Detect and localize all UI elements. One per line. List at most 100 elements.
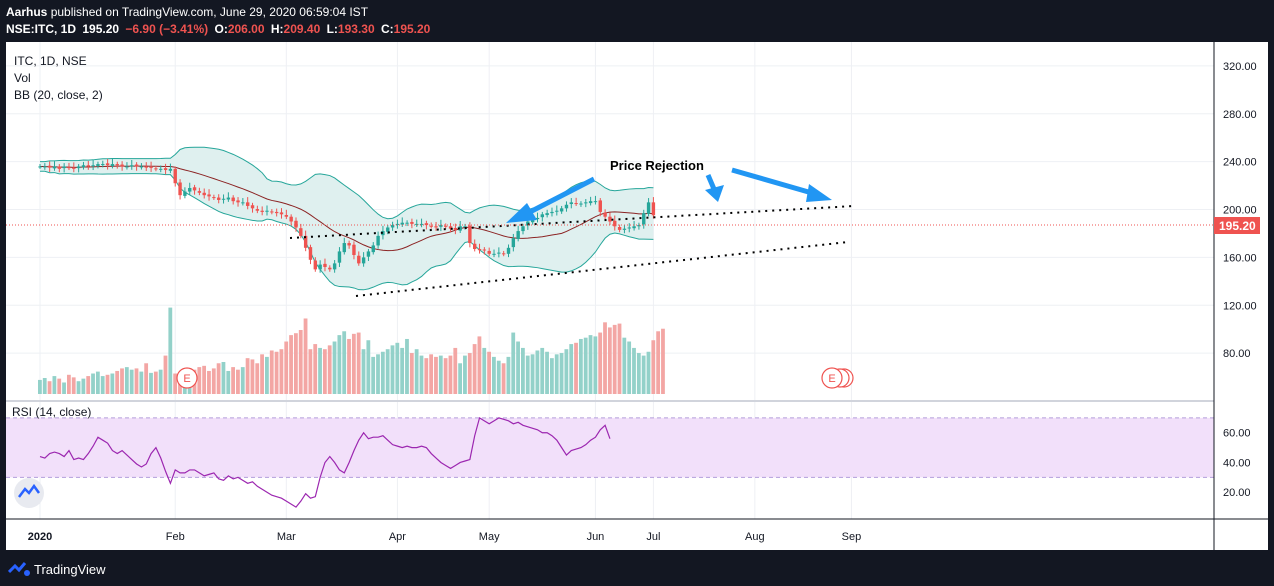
candle-body bbox=[564, 204, 569, 209]
volume-bar bbox=[207, 370, 211, 394]
candle-body bbox=[637, 225, 641, 227]
candle-body bbox=[395, 223, 400, 225]
x-tick-label: Mar bbox=[277, 531, 296, 543]
candle-body bbox=[62, 166, 66, 169]
volume-bar bbox=[38, 379, 42, 394]
volume-bar bbox=[197, 367, 202, 394]
volume-bar bbox=[298, 330, 303, 394]
bb-fill bbox=[40, 147, 654, 290]
candle-body bbox=[497, 252, 501, 254]
candle-body bbox=[482, 249, 487, 251]
rejection-arrow-3 bbox=[731, 167, 832, 202]
legend-rsi: RSI (14, close) bbox=[12, 405, 91, 419]
candle-body bbox=[444, 225, 448, 227]
volume-bar bbox=[467, 353, 472, 394]
candle-body bbox=[308, 247, 313, 260]
volume-bar bbox=[458, 363, 463, 394]
volume-bar bbox=[463, 355, 467, 394]
volume-bar bbox=[477, 336, 482, 394]
x-tick-label: May bbox=[479, 531, 500, 543]
earnings-marker bbox=[176, 367, 198, 389]
candle-body bbox=[178, 182, 182, 196]
volume-bar bbox=[545, 351, 549, 394]
candle-body bbox=[217, 197, 221, 200]
candle-body bbox=[453, 227, 458, 230]
candle-body bbox=[323, 263, 327, 267]
volume-bar bbox=[603, 322, 607, 394]
volume-bar bbox=[81, 378, 86, 394]
volume-bar bbox=[76, 381, 81, 394]
last-price: 195.20 bbox=[82, 22, 120, 36]
volume-bar bbox=[636, 353, 641, 394]
candle-body bbox=[250, 205, 255, 209]
price-tag-label: 195.20 bbox=[1219, 219, 1256, 233]
candle-body bbox=[530, 219, 535, 223]
rsi-line bbox=[39, 416, 611, 508]
price-tag: 195.20 bbox=[1214, 217, 1260, 234]
candle-body bbox=[130, 165, 134, 167]
close-value: 195.20 bbox=[393, 22, 431, 36]
price-chart[interactable]: Price Rejection E E 2020 Feb Mar Apr May Jun J… bbox=[6, 42, 1268, 550]
candle-body bbox=[303, 235, 308, 248]
candle-body bbox=[144, 166, 148, 168]
volume-bar bbox=[535, 350, 540, 394]
volume-bar bbox=[303, 318, 308, 394]
legend-vol: Vol bbox=[14, 71, 31, 85]
candle-body bbox=[86, 165, 90, 167]
volume-bar bbox=[530, 354, 535, 394]
candle-body bbox=[617, 227, 622, 230]
volume-bar bbox=[501, 363, 506, 394]
volume-bar bbox=[419, 355, 424, 394]
candle-body bbox=[381, 231, 385, 236]
candle-body bbox=[313, 260, 318, 270]
author-name[interactable]: Aarhus bbox=[6, 5, 48, 19]
open-value: 206.00 bbox=[227, 22, 265, 36]
candle-body bbox=[294, 220, 298, 228]
volume-bar bbox=[236, 369, 240, 394]
candlesticks bbox=[38, 158, 656, 273]
tradingview-logo[interactable]: TradingView bbox=[8, 560, 106, 578]
candle-body bbox=[299, 228, 303, 236]
candle-body bbox=[579, 203, 583, 205]
earnings-marker bbox=[821, 367, 843, 389]
candle-body bbox=[91, 165, 95, 167]
candle-body bbox=[511, 238, 516, 248]
ohlc-line: NSE:ITC, 1D 195.20 −6.90 (−3.41%) O:206.… bbox=[6, 22, 433, 36]
volume-bar bbox=[163, 355, 168, 394]
volume-bar bbox=[62, 382, 66, 394]
volume-bar bbox=[607, 327, 612, 394]
rsi-tick-label: 60.00 bbox=[1223, 428, 1251, 440]
chart-area[interactable]: Price Rejection E E 2020 Feb Mar Apr May Jun J… bbox=[6, 42, 1268, 550]
volume-bar bbox=[115, 370, 120, 394]
candle-body bbox=[154, 168, 158, 170]
candle-body bbox=[439, 225, 443, 227]
volume-bar bbox=[289, 335, 293, 394]
volume-bar bbox=[429, 354, 434, 394]
candle-body bbox=[226, 197, 231, 200]
volume-bar bbox=[221, 362, 226, 394]
candle-body bbox=[448, 226, 453, 229]
candle-body bbox=[357, 255, 361, 264]
volume-bar bbox=[216, 363, 221, 394]
candle-body bbox=[390, 225, 395, 228]
volume-bar bbox=[293, 333, 298, 394]
price-tick-label: 200.00 bbox=[1223, 205, 1257, 217]
volume-bar bbox=[168, 307, 173, 394]
candle-body bbox=[415, 223, 419, 225]
volume-bar bbox=[226, 370, 231, 394]
volume-bar bbox=[245, 358, 250, 394]
volume-bar bbox=[129, 369, 134, 394]
candle-body bbox=[289, 216, 293, 222]
candle-body bbox=[574, 203, 578, 205]
candle-body bbox=[366, 251, 371, 257]
price-tick-label: 240.00 bbox=[1223, 157, 1257, 169]
volume-bar bbox=[496, 360, 501, 394]
candle-body bbox=[260, 210, 264, 212]
candle-body bbox=[501, 253, 506, 255]
volume-bar bbox=[549, 358, 554, 394]
earnings-markers: E E bbox=[176, 367, 854, 389]
close-label: C: bbox=[380, 22, 394, 36]
candle-body bbox=[622, 228, 627, 230]
volume-bar bbox=[656, 331, 661, 394]
candle-body bbox=[468, 225, 472, 244]
